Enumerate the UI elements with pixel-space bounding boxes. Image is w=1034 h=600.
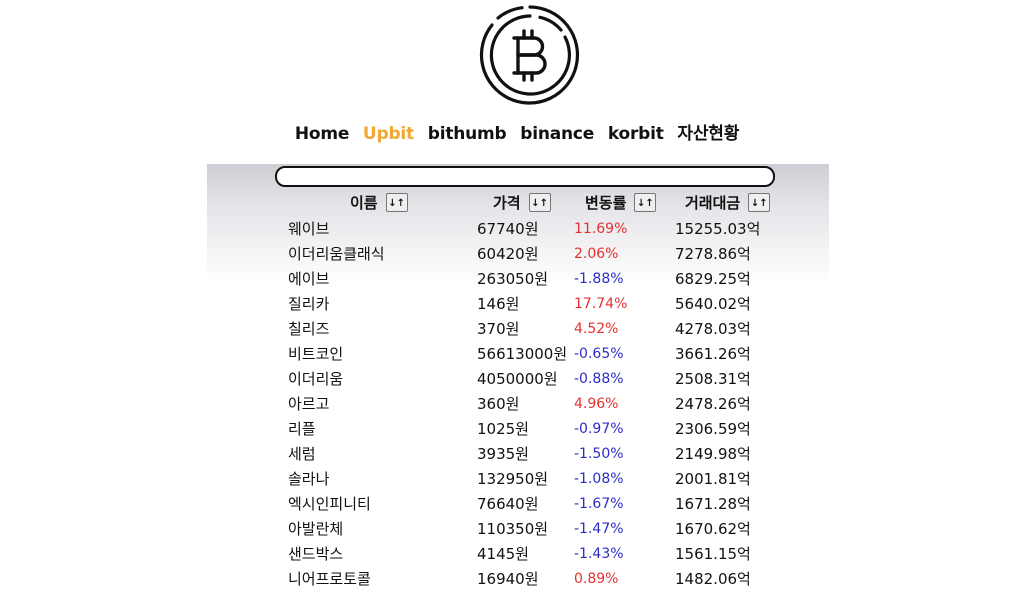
header-change-label: 변동률: [585, 193, 627, 212]
coin-volume: 1482.06억: [675, 570, 751, 588]
table-row[interactable]: 에이브 263050원 -1.88% 6829.25억: [0, 267, 1034, 292]
coin-change: -0.65%: [574, 346, 624, 362]
table-row[interactable]: 웨이브 67740원 11.69% 15255.03억: [0, 217, 1034, 242]
table-row[interactable]: 샌드박스 4145원 -1.43% 1561.15억: [0, 542, 1034, 567]
coin-name: 아발란체: [288, 520, 344, 538]
coin-volume: 2306.59억: [675, 420, 751, 438]
coin-volume: 5640.02억: [675, 295, 751, 313]
coin-volume: 15255.03억: [675, 220, 761, 238]
coin-volume: 2508.31억: [675, 370, 751, 388]
coin-change: 4.96%: [574, 396, 619, 412]
search-input[interactable]: [275, 166, 775, 187]
header-volume-label: 거래대금: [685, 193, 741, 212]
coin-volume: 2149.98억: [675, 445, 751, 463]
coin-volume: 6829.25억: [675, 270, 751, 288]
coin-price: 67740원: [477, 220, 539, 238]
coin-name: 질리카: [288, 295, 330, 313]
table-row[interactable]: 이더리움 4050000원 -0.88% 2508.31억: [0, 367, 1034, 392]
table-row[interactable]: 세럼 3935원 -1.50% 2149.98억: [0, 442, 1034, 467]
coin-price: 146원: [477, 295, 520, 313]
bitcoin-icon: [479, 5, 580, 105]
coin-name: 리플: [288, 420, 316, 438]
coin-price: 263050원: [477, 270, 549, 288]
coin-name: 솔라나: [288, 470, 330, 488]
coin-volume: 2001.81억: [675, 470, 751, 488]
header-volume: 거래대금 ↓↑: [685, 191, 771, 213]
coin-change: -1.08%: [574, 471, 624, 487]
coin-volume: 7278.86억: [675, 245, 751, 263]
sort-change-button[interactable]: ↓↑: [634, 192, 657, 212]
coin-price: 132950원: [477, 470, 549, 488]
coin-name: 엑시인피니티: [288, 495, 371, 513]
nav-home[interactable]: Home: [294, 124, 350, 144]
coin-volume: 1670.62억: [675, 520, 751, 538]
sort-volume-button[interactable]: ↓↑: [748, 192, 771, 212]
table-row[interactable]: 이더리움클래식 60420원 2.06% 7278.86억: [0, 242, 1034, 267]
coin-change: -0.88%: [574, 371, 624, 387]
table-row[interactable]: 리플 1025원 -0.97% 2306.59억: [0, 417, 1034, 442]
coin-name: 비트코인: [288, 345, 344, 363]
main-nav: Home Upbit bithumb binance korbit 자산현황: [0, 119, 1034, 144]
coin-name: 이더리움클래식: [288, 245, 385, 263]
coin-change: -0.97%: [574, 421, 624, 437]
header-price-label: 가격: [493, 193, 521, 212]
coin-name: 니어프로토콜: [288, 570, 371, 588]
table-row[interactable]: 솔라나 132950원 -1.08% 2001.81억: [0, 467, 1034, 492]
header-price: 가격 ↓↑: [493, 191, 551, 213]
nav-korbit[interactable]: korbit: [607, 124, 664, 144]
coin-name: 아르고: [288, 395, 330, 413]
coin-price: 56613000원: [477, 345, 568, 363]
coin-name: 샌드박스: [288, 545, 344, 563]
coin-price: 76640원: [477, 495, 539, 513]
sort-price-button[interactable]: ↓↑: [528, 192, 551, 212]
coin-price: 1025원: [477, 420, 529, 438]
coin-price: 370원: [477, 320, 520, 338]
bitcoin-logo: [478, 3, 582, 107]
table-row[interactable]: 아발란체 110350원 -1.47% 1670.62억: [0, 517, 1034, 542]
coin-name: 세럼: [288, 445, 316, 463]
header-name: 이름 ↓↑: [350, 191, 408, 213]
nav-binance[interactable]: binance: [520, 124, 595, 144]
table-row[interactable]: 아르고 360원 4.96% 2478.26억: [0, 392, 1034, 417]
header-name-label: 이름: [350, 193, 378, 212]
coin-name: 에이브: [288, 270, 330, 288]
coin-name: 웨이브: [288, 220, 330, 238]
table-row[interactable]: 비트코인 56613000원 -0.65% 3661.26억: [0, 342, 1034, 367]
coin-price: 3935원: [477, 445, 529, 463]
coin-volume: 4278.03억: [675, 320, 751, 338]
coin-price: 60420원: [477, 245, 539, 263]
coin-change: 2.06%: [574, 246, 619, 262]
coin-volume: 3661.26억: [675, 345, 751, 363]
coin-price: 4050000원: [477, 370, 558, 388]
coin-name: 이더리움: [288, 370, 344, 388]
sort-name-button[interactable]: ↓↑: [385, 192, 408, 212]
coin-name: 칠리즈: [288, 320, 330, 338]
coin-volume: 2478.26억: [675, 395, 751, 413]
coin-change: -1.47%: [574, 521, 624, 537]
coin-change: 17.74%: [574, 296, 628, 312]
coin-price: 4145원: [477, 545, 529, 563]
coin-change: -1.43%: [574, 546, 624, 562]
coin-change: -1.50%: [574, 446, 624, 462]
coin-price: 16940원: [477, 570, 539, 588]
table-row[interactable]: 엑시인피니티 76640원 -1.67% 1671.28억: [0, 492, 1034, 517]
coin-change: 11.69%: [574, 221, 628, 237]
table-row[interactable]: 칠리즈 370원 4.52% 4278.03억: [0, 317, 1034, 342]
nav-assets[interactable]: 자산현황: [677, 124, 740, 144]
coin-change: 4.52%: [574, 321, 619, 337]
coin-volume: 1671.28억: [675, 495, 751, 513]
table-row[interactable]: 니어프로토콜 16940원 0.89% 1482.06억: [0, 567, 1034, 592]
coin-change: -1.67%: [574, 496, 624, 512]
coin-change: -1.88%: [574, 271, 624, 287]
nav-bithumb[interactable]: bithumb: [427, 124, 507, 144]
coin-volume: 1561.15억: [675, 545, 751, 563]
coin-change: 0.89%: [574, 571, 619, 587]
table-row[interactable]: 질리카 146원 17.74% 5640.02억: [0, 292, 1034, 317]
coin-price: 110350원: [477, 520, 549, 538]
header-change: 변동률 ↓↑: [585, 191, 657, 213]
coin-table-panel: [207, 164, 829, 600]
coin-price: 360원: [477, 395, 520, 413]
nav-upbit[interactable]: Upbit: [362, 124, 414, 144]
